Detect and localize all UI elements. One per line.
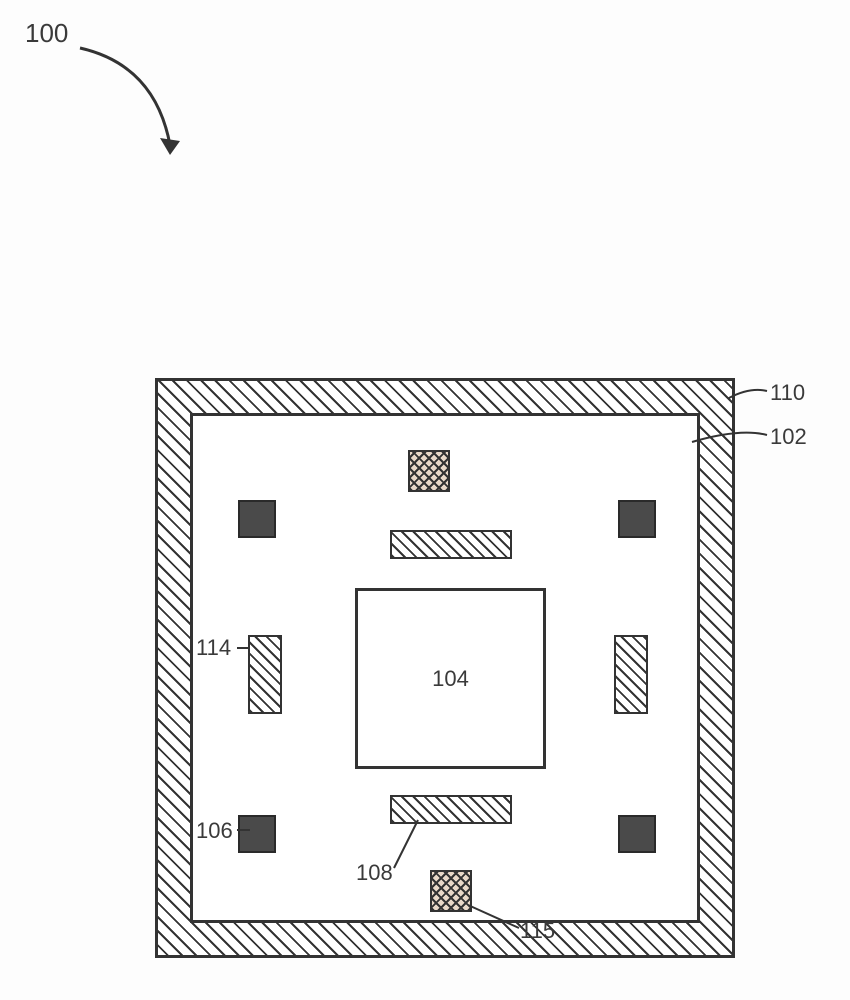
leader-115 bbox=[0, 0, 850, 1000]
diagram-canvas: 100 104 110 102 114 106 108 bbox=[0, 0, 850, 1000]
